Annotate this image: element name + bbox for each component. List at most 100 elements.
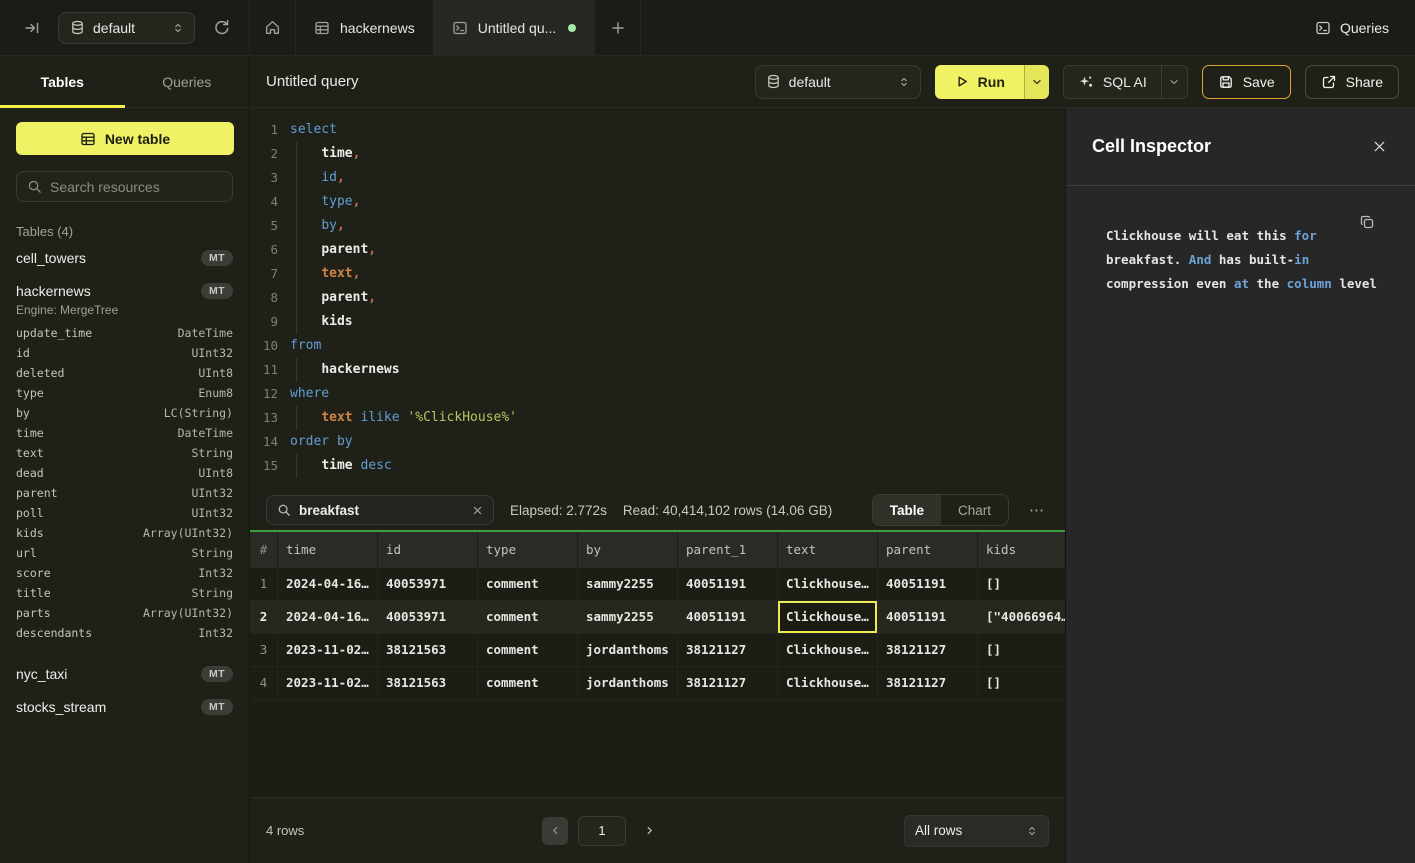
save-button[interactable]: Save — [1201, 64, 1291, 99]
cell[interactable]: 40051191 — [878, 568, 978, 600]
cell[interactable]: comment — [478, 568, 578, 600]
column-header-id[interactable]: id — [378, 532, 478, 568]
cell[interactable]: 2024-04-16… — [278, 601, 378, 633]
tab-untitled-query[interactable]: Untitled qu... — [433, 0, 596, 55]
schema-column-name: time — [16, 426, 44, 440]
cell[interactable]: 2024-04-16… — [278, 568, 378, 600]
new-tab-button[interactable] — [595, 0, 642, 55]
cell[interactable]: 40051191 — [678, 568, 778, 600]
schema-column-row: type Enum8 — [16, 383, 233, 403]
cell[interactable]: 40051191 — [878, 601, 978, 633]
cell[interactable]: 38121127 — [678, 634, 778, 666]
refresh-button[interactable] — [209, 16, 233, 40]
cell[interactable]: Clickhouse… — [778, 634, 878, 666]
column-header-text[interactable]: text — [778, 532, 878, 568]
cell[interactable]: 40053971 — [378, 568, 478, 600]
cell[interactable]: 38121127 — [878, 634, 978, 666]
next-page-button[interactable] — [636, 817, 662, 845]
cell[interactable]: [] — [986, 675, 1002, 690]
cell[interactable]: 1 — [250, 568, 278, 600]
cell[interactable]: jordanthoms — [578, 667, 678, 699]
table-item-nyc_taxi[interactable]: nyc_taxi MT — [16, 657, 233, 690]
code-line-content: hackernews — [278, 358, 399, 382]
cell[interactable]: sammy2255 — [578, 568, 678, 600]
cell[interactable]: comment — [478, 667, 578, 699]
sql-editor[interactable]: 1 select 2 time, 3 id, 4 type, 5 by, 6 parent,… — [250, 108, 1065, 490]
cell[interactable]: 38121563 — [378, 667, 478, 699]
queries-button[interactable]: Queries — [1315, 20, 1389, 36]
cell[interactable]: Clickhouse… — [778, 568, 878, 600]
plus-icon — [610, 20, 626, 36]
cell[interactable]: 40053971 — [378, 601, 478, 633]
mergetree-badge: MT — [201, 249, 233, 266]
schema-column-name: deleted — [16, 366, 65, 380]
sidebar-tab-tables[interactable]: Tables — [0, 56, 125, 108]
table-row[interactable]: 1 2024-04-16… 40053971 comment sammy2255 4005… — [250, 568, 1065, 601]
inspector-token: for — [1294, 228, 1317, 243]
view-toggle-table[interactable]: Table — [872, 495, 941, 525]
cell[interactable]: 38121563 — [378, 634, 478, 666]
collapse-sidebar-button[interactable] — [20, 16, 44, 40]
tab-hackernews[interactable]: hackernews — [296, 0, 434, 55]
cell[interactable]: 2023-11-02… — [278, 667, 378, 699]
column-header-kids[interactable]: kids — [986, 542, 1017, 557]
code-token: , — [336, 218, 345, 233]
new-table-button[interactable]: New table — [16, 122, 234, 155]
table-row[interactable]: 4 2023-11-02… 38121563 comment jordanthoms 38… — [250, 667, 1065, 700]
column-header-row-number[interactable]: # — [250, 532, 278, 568]
column-header-by[interactable]: by — [578, 532, 678, 568]
cell[interactable]: 2023-11-02… — [278, 634, 378, 666]
view-toggle-chart[interactable]: Chart — [941, 495, 1008, 525]
table-item-cell_towers[interactable]: cell_towers MT — [16, 241, 233, 274]
page-size-select[interactable]: All rows — [904, 814, 1049, 847]
cell[interactable]: Clickhouse… — [778, 667, 878, 699]
tab-label: hackernews — [340, 19, 415, 36]
cell[interactable]: 40051191 — [678, 601, 778, 633]
cell[interactable]: 38121127 — [878, 667, 978, 699]
run-options-button[interactable] — [1023, 64, 1049, 99]
cell[interactable]: comment — [478, 634, 578, 666]
column-header-parent_1[interactable]: parent_1 — [678, 532, 778, 568]
run-button[interactable]: Run — [934, 64, 1024, 99]
tab-home[interactable] — [250, 0, 296, 55]
database-selector[interactable]: default — [58, 11, 195, 44]
query-database-selector[interactable]: default — [754, 64, 921, 99]
clear-search-button[interactable] — [472, 505, 483, 516]
table-item-stocks_stream[interactable]: stocks_stream MT — [16, 690, 233, 723]
cell[interactable]: [] — [986, 576, 1002, 591]
refresh-icon — [213, 19, 230, 36]
cell[interactable]: 4 — [250, 667, 278, 699]
sidebar-tab-queries[interactable]: Queries — [125, 56, 250, 107]
column-header-time[interactable]: time — [278, 532, 378, 568]
sql-ai-options-button[interactable] — [1160, 65, 1187, 98]
cell[interactable]: 38121127 — [678, 667, 778, 699]
table-row[interactable]: 2 2024-04-16… 40053971 comment sammy2255 4005… — [250, 601, 1065, 634]
cell[interactable]: jordanthoms — [578, 634, 678, 666]
inspector-text-line: Clickhouse will eat this for — [1106, 224, 1385, 248]
previous-page-button[interactable] — [542, 816, 568, 845]
table-row[interactable]: 3 2023-11-02… 38121563 comment jordanthoms 38… — [250, 634, 1065, 667]
sql-ai-button-group: SQL AI — [1062, 64, 1188, 99]
cell[interactable]: sammy2255 — [578, 601, 678, 633]
sql-ai-button[interactable]: SQL AI — [1064, 66, 1161, 98]
grid-empty-area — [250, 700, 1065, 797]
cell[interactable]: 2 — [250, 601, 278, 633]
cell[interactable]: ["40066964… — [986, 609, 1065, 624]
share-button[interactable]: Share — [1304, 64, 1399, 99]
close-inspector-button[interactable] — [1369, 137, 1389, 157]
table-item-hackernews[interactable]: hackernews MT — [16, 274, 233, 307]
code-line-content: where — [278, 382, 329, 406]
current-page-indicator[interactable]: 1 — [578, 815, 626, 846]
more-options-button[interactable]: ⋯ — [1025, 501, 1049, 519]
copy-cell-value-button[interactable] — [1359, 214, 1375, 230]
column-header-type[interactable]: type — [478, 532, 578, 568]
code-token: , — [368, 290, 377, 305]
row-count-label: 4 rows — [266, 823, 305, 838]
selected-cell[interactable]: Clickhouse… — [778, 601, 878, 633]
results-search-input[interactable] — [299, 502, 464, 518]
search-resources-input[interactable] — [50, 178, 222, 195]
column-header-parent[interactable]: parent — [878, 532, 978, 568]
cell[interactable]: comment — [478, 601, 578, 633]
cell[interactable]: 3 — [250, 634, 278, 666]
cell[interactable]: [] — [986, 642, 1002, 657]
